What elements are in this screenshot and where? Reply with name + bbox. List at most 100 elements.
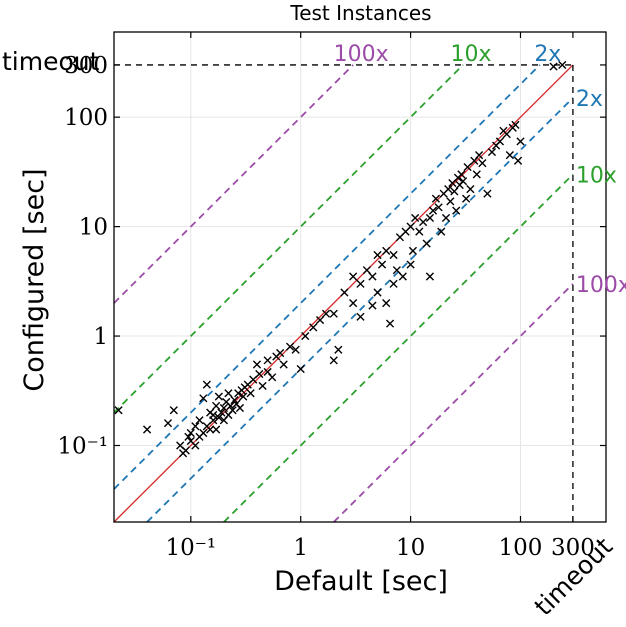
data-point (239, 392, 248, 401)
data-point (487, 147, 497, 157)
data-point (191, 441, 200, 450)
data-point (431, 194, 441, 203)
data-points (114, 60, 567, 458)
data-point (142, 425, 152, 434)
y-tick-label: 300 (64, 53, 108, 79)
plot-frame (113, 31, 607, 523)
ratio-line-upper-10x (113, 64, 464, 414)
data-point (228, 406, 237, 415)
x-tick-label: 10 (396, 535, 425, 561)
data-point (377, 260, 387, 269)
ratio-label-upper-10x: 10x (451, 42, 492, 67)
data-point (349, 272, 358, 281)
data-point (382, 299, 391, 308)
data-point (368, 301, 377, 310)
ratio-label-upper-100x: 100x (334, 42, 389, 67)
x-tick-label: 10⁻¹ (165, 535, 216, 561)
data-point (419, 217, 428, 227)
data-point (202, 380, 211, 389)
data-point (255, 369, 264, 379)
data-point (425, 272, 435, 281)
data-point (199, 428, 208, 438)
data-point (373, 288, 382, 297)
data-point (502, 130, 511, 139)
data-point (373, 250, 382, 260)
data-point (457, 170, 466, 179)
axis-ticks: 10⁻¹ 1 10 100 300 10⁻¹ 1 10 100 300 (57, 32, 606, 561)
data-point (263, 356, 272, 365)
data-point (309, 323, 318, 332)
data-point (495, 137, 505, 146)
data-point (406, 260, 415, 269)
data-point (463, 162, 472, 172)
data-point (425, 213, 435, 223)
data-point (199, 394, 208, 403)
data-point (474, 151, 484, 160)
x-tick-label: 1 (293, 535, 308, 561)
ratio-label-upper-2x: 2x (534, 42, 561, 67)
y-timeout-label: timeout (2, 47, 100, 76)
data-point (483, 189, 492, 198)
data-point (472, 170, 481, 179)
data-point (195, 416, 204, 425)
data-point (441, 213, 451, 223)
data-point (389, 279, 398, 288)
data-point (219, 403, 228, 413)
y-tick-label: 10⁻¹ (57, 434, 108, 460)
data-point (315, 315, 325, 325)
y-tick-label: 10 (79, 215, 108, 241)
data-point (356, 312, 365, 321)
data-point (513, 156, 523, 165)
ratio-line-lower-10x (223, 173, 574, 523)
y-tick-label: 100 (64, 105, 108, 131)
ratio-label-lower-100x: 100x (576, 273, 626, 298)
data-point (246, 389, 255, 398)
data-point (428, 206, 438, 215)
data-point (349, 299, 358, 308)
data-point (184, 432, 193, 441)
data-point (268, 373, 277, 382)
data-point (206, 425, 215, 434)
data-point (382, 246, 391, 255)
data-point (114, 406, 123, 415)
data-point (444, 185, 453, 194)
data-point (235, 403, 245, 413)
data-point (214, 392, 223, 401)
data-point (408, 246, 418, 255)
data-point (415, 227, 424, 236)
data-point (478, 159, 487, 168)
data-point (291, 345, 300, 354)
x-tick-label: 100 (499, 535, 543, 561)
data-point (209, 410, 218, 420)
x-tick-label: 300 (551, 535, 595, 561)
data-point (356, 279, 365, 288)
data-point (163, 419, 173, 428)
data-point (406, 222, 415, 231)
data-point (549, 62, 558, 71)
ratio-label-lower-10x: 10x (576, 163, 617, 188)
data-point (437, 227, 446, 236)
data-point (226, 401, 235, 411)
ratio-line-lower-100x (333, 283, 574, 523)
data-point (186, 428, 195, 438)
y-tick-label: 1 (93, 324, 108, 350)
data-point (398, 272, 407, 281)
data-point (301, 331, 310, 341)
data-point (276, 348, 285, 358)
data-point (458, 177, 468, 186)
data-point (411, 213, 420, 223)
data-point (446, 197, 455, 206)
ratio-line-upper-100x (113, 64, 354, 304)
data-point (462, 194, 471, 203)
data-point (340, 288, 349, 297)
ratio-lines (113, 64, 574, 523)
data-point (558, 60, 567, 70)
data-point (321, 309, 331, 318)
ratio-line-lower-2x (146, 97, 574, 523)
chart-title: Test Instances (289, 1, 431, 25)
data-point (505, 151, 514, 160)
data-point (217, 408, 226, 417)
x-axis-label: Default [sec] (274, 566, 448, 597)
data-point (214, 413, 223, 422)
